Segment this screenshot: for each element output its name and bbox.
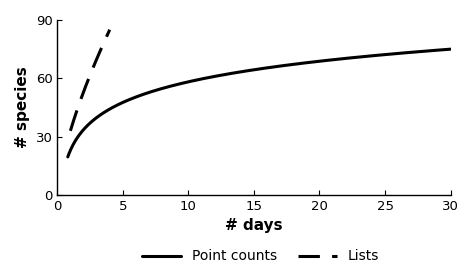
Lists xyxy=(86,75,92,79)
Point counts xyxy=(448,47,454,51)
Point counts xyxy=(104,109,109,112)
Lists xyxy=(68,129,73,132)
Point counts xyxy=(220,73,226,76)
Y-axis label: # species: # species xyxy=(15,67,30,148)
X-axis label: # days: # days xyxy=(225,218,283,233)
Lists xyxy=(106,30,111,33)
Point counts xyxy=(364,55,369,58)
Lists xyxy=(100,44,106,47)
Point counts xyxy=(328,58,334,62)
Lists xyxy=(89,69,94,73)
Line: Lists: Lists xyxy=(71,30,109,131)
Point counts xyxy=(370,54,376,57)
Lists xyxy=(91,64,97,68)
Legend: Point counts, Lists: Point counts, Lists xyxy=(137,244,385,269)
Point counts xyxy=(234,71,239,74)
Lists xyxy=(86,76,92,79)
Point counts xyxy=(65,155,71,158)
Line: Point counts: Point counts xyxy=(68,49,451,157)
Lists xyxy=(107,28,112,31)
